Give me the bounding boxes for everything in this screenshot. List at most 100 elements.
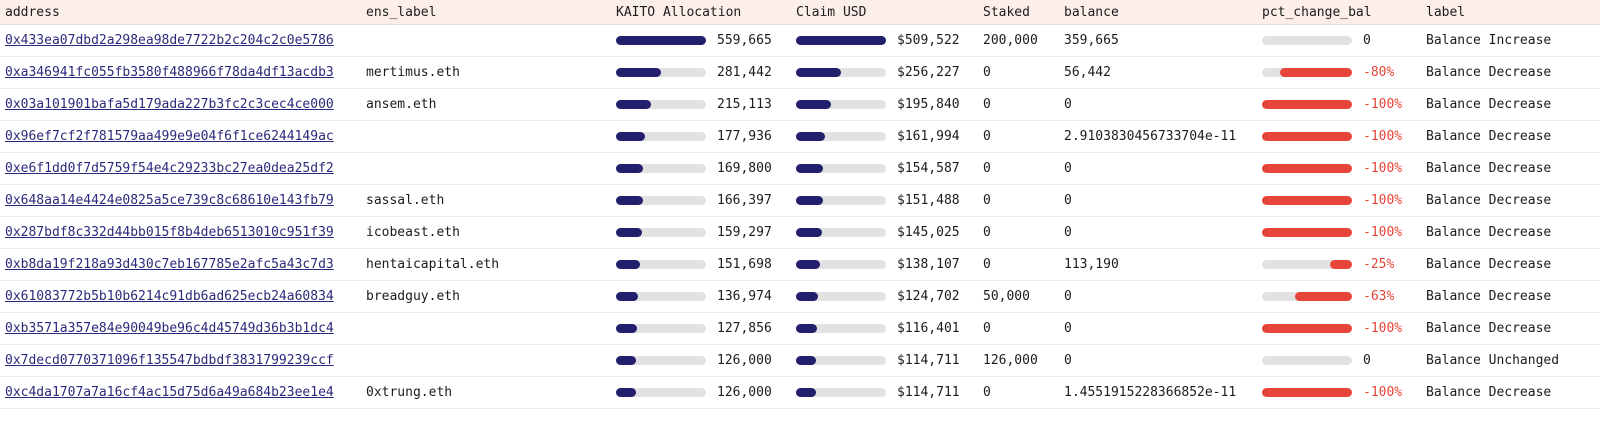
balance-cell: 0 [1059, 280, 1257, 313]
claim-usd-bar-fill [796, 260, 821, 269]
claim-usd-value: $151,488 [897, 193, 960, 208]
balance-cell: 0 [1059, 312, 1257, 345]
address-link[interactable]: 0xe6f1dd0f7d5759f54e4c29233bc27ea0dea25d… [5, 161, 334, 176]
claim-usd-value: $124,702 [897, 289, 960, 304]
claim-usd-bar-group: $138,107 [796, 257, 978, 272]
pct-change-bar-fill [1262, 164, 1352, 173]
kaito-allocation-bar-group: 559,665 [616, 33, 791, 48]
address-link[interactable]: 0x287bdf8c332d44bb015f8b4deb6513010c951f… [5, 225, 334, 240]
pct-change-bar-fill [1280, 68, 1352, 77]
kaito-allocation-cell: 159,297 [611, 216, 791, 249]
ens-label-cell: hentaicapital.eth [361, 248, 611, 281]
claim-usd-value: $256,227 [897, 65, 960, 80]
table-row: 0x03a101901bafa5d179ada227b3fc2c3cec4ce0… [0, 88, 1600, 121]
claim-usd-cell: $138,107 [791, 248, 978, 281]
column-header-label[interactable]: label [1421, 0, 1600, 25]
address-cell: 0x61083772b5b10b6214c91db6ad625ecb24a608… [0, 280, 361, 313]
kaito-allocation-bar-fill [616, 292, 639, 301]
address-cell: 0x287bdf8c332d44bb015f8b4deb6513010c951f… [0, 216, 361, 249]
column-header-pct-change-bal[interactable]: pct_change_bal [1257, 0, 1421, 25]
label-cell: Balance Decrease [1421, 376, 1600, 409]
claim-usd-cell: $114,711 [791, 376, 978, 409]
pct-change-bar-fill [1262, 100, 1352, 109]
address-cell: 0x433ea07dbd2a298ea98de7722b2c204c2c0e57… [0, 24, 361, 57]
table-row: 0xc4da1707a7a16cf4ac15d75d6a49a684b23ee1… [0, 376, 1600, 409]
table-row: 0x61083772b5b10b6214c91db6ad625ecb24a608… [0, 280, 1600, 313]
claim-usd-bar-track [796, 324, 886, 333]
address-link[interactable]: 0x03a101901bafa5d179ada227b3fc2c3cec4ce0… [5, 97, 334, 112]
pct-change-cell: -100% [1257, 120, 1421, 153]
kaito-allocation-bar-group: 136,974 [616, 289, 791, 304]
address-cell: 0xb3571a357e84e90049be96c4d45749d36b3b1d… [0, 312, 361, 345]
claim-usd-bar-group: $256,227 [796, 65, 978, 80]
address-link[interactable]: 0x7decd0770371096f135547bdbdf3831799239c… [5, 353, 334, 368]
column-header-staked[interactable]: Staked [978, 0, 1059, 25]
table-header-row: address ens_label KAITO Allocation Claim… [0, 0, 1600, 25]
balance-cell: 0 [1059, 216, 1257, 249]
balance-cell: 56,442 [1059, 56, 1257, 89]
column-header-ens-label[interactable]: ens_label [361, 0, 611, 25]
pct-change-bar-group: -63% [1262, 289, 1421, 304]
pct-change-bar-group: -100% [1262, 321, 1421, 336]
address-link[interactable]: 0x61083772b5b10b6214c91db6ad625ecb24a608… [5, 289, 334, 304]
label-cell: Balance Decrease [1421, 56, 1600, 89]
claim-usd-bar-fill [796, 36, 886, 45]
claim-usd-bar-group: $154,587 [796, 161, 978, 176]
address-link[interactable]: 0xb3571a357e84e90049be96c4d45749d36b3b1d… [5, 321, 334, 336]
pct-change-bar-track [1262, 132, 1352, 141]
kaito-allocation-cell: 215,113 [611, 88, 791, 121]
kaito-allocation-bar-track [616, 100, 706, 109]
pct-change-bar-fill [1262, 388, 1352, 397]
kaito-allocation-value: 169,800 [717, 161, 772, 176]
address-link[interactable]: 0xc4da1707a7a16cf4ac15d75d6a49a684b23ee1… [5, 385, 334, 400]
staked-cell: 0 [978, 184, 1059, 217]
claim-usd-value: $509,522 [897, 33, 960, 48]
kaito-allocation-bar-group: 166,397 [616, 193, 791, 208]
kaito-allocation-bar-fill [616, 196, 643, 205]
claim-usd-bar-track [796, 228, 886, 237]
kaito-allocation-bar-fill [616, 132, 645, 141]
kaito-allocation-bar-track [616, 196, 706, 205]
pct-change-bar-group: -100% [1262, 225, 1421, 240]
balance-cell: 1.4551915228366852e-11 [1059, 376, 1257, 409]
address-link[interactable]: 0x648aa14e4424e0825a5ce739c8c68610e143fb… [5, 193, 334, 208]
claim-usd-cell: $256,227 [791, 56, 978, 89]
kaito-allocation-value: 281,442 [717, 65, 772, 80]
kaito-allocation-value: 215,113 [717, 97, 772, 112]
pct-change-bar-fill [1262, 228, 1352, 237]
table-row: 0x96ef7cf2f781579aa499e9e04f6f1ce6244149… [0, 120, 1600, 153]
claim-usd-value: $145,025 [897, 225, 960, 240]
claim-usd-bar-fill [796, 324, 817, 333]
address-link[interactable]: 0x433ea07dbd2a298ea98de7722b2c204c2c0e57… [5, 33, 334, 48]
address-link[interactable]: 0xa346941fc055fb3580f488966f78da4df13acd… [5, 65, 334, 80]
pct-change-cell: 0 [1257, 344, 1421, 377]
kaito-allocation-cell: 126,000 [611, 344, 791, 377]
claim-usd-bar-fill [796, 292, 819, 301]
claim-usd-bar-group: $151,488 [796, 193, 978, 208]
address-link[interactable]: 0xb8da19f218a93d430c7eb167785e2afc5a43c7… [5, 257, 334, 272]
staked-cell: 0 [978, 248, 1059, 281]
column-header-kaito-allocation[interactable]: KAITO Allocation [611, 0, 791, 25]
address-link[interactable]: 0x96ef7cf2f781579aa499e9e04f6f1ce6244149… [5, 129, 334, 144]
column-header-claim-usd[interactable]: Claim USD [791, 0, 978, 25]
pct-change-bar-track [1262, 228, 1352, 237]
pct-change-cell: -100% [1257, 88, 1421, 121]
claim-usd-cell: $154,587 [791, 152, 978, 185]
pct-change-cell: -100% [1257, 312, 1421, 345]
label-cell: Balance Decrease [1421, 152, 1600, 185]
ens-label-cell [361, 24, 611, 57]
claim-usd-bar-fill [796, 164, 824, 173]
kaito-allocation-value: 177,936 [717, 129, 772, 144]
claim-usd-bar-group: $161,994 [796, 129, 978, 144]
staked-cell: 0 [978, 152, 1059, 185]
address-cell: 0x96ef7cf2f781579aa499e9e04f6f1ce6244149… [0, 120, 361, 153]
kaito-allocation-bar-fill [616, 68, 662, 77]
pct-change-bar-track [1262, 260, 1352, 269]
column-header-address[interactable]: address [0, 0, 361, 25]
label-cell: Balance Decrease [1421, 216, 1600, 249]
address-cell: 0xa346941fc055fb3580f488966f78da4df13acd… [0, 56, 361, 89]
pct-change-value: 0 [1363, 353, 1371, 368]
kaito-allocation-cell: 169,800 [611, 152, 791, 185]
pct-change-bar-group: -25% [1262, 257, 1421, 272]
column-header-balance[interactable]: balance [1059, 0, 1257, 25]
